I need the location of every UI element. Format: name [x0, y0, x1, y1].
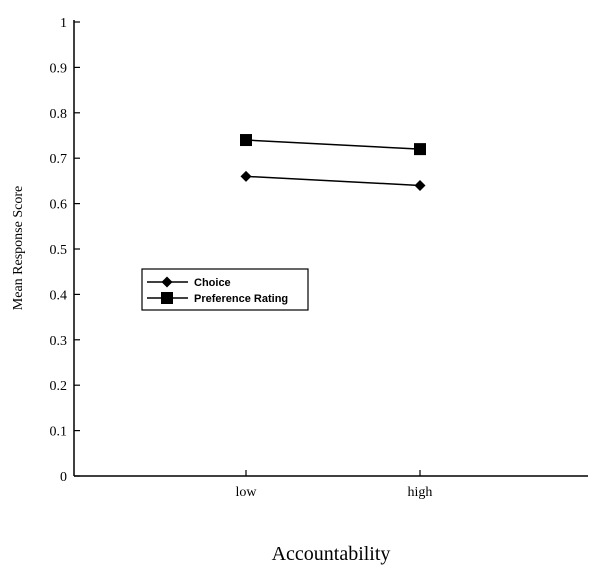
legend-item: Choice	[147, 276, 231, 289]
y-tick-label: 0.6	[50, 198, 68, 213]
series-layer	[240, 134, 426, 191]
y-tick-label: 1	[60, 16, 67, 31]
x-axis-title: Accountability	[272, 543, 391, 565]
series-diamond	[240, 170, 426, 191]
legend-marker-square	[161, 292, 173, 304]
y-tick-label: 0.8	[50, 107, 68, 122]
x-tick-label: low	[236, 485, 258, 500]
legend-marker-diamond	[161, 276, 173, 288]
data-point-square	[414, 143, 426, 156]
y-tick-label: 0.9	[50, 61, 68, 76]
y-tick-label: 0.3	[50, 334, 68, 349]
y-tick-label: 0.5	[50, 243, 68, 258]
data-point-diamond	[414, 179, 426, 191]
x-tick-label: high	[408, 485, 433, 500]
y-tick-label: 0.7	[50, 152, 68, 167]
series-line	[245, 139, 421, 150]
legend-label: Choice	[194, 277, 231, 289]
legend: Choice Preference Rating	[141, 268, 309, 311]
axes	[73, 20, 588, 477]
data-point-square	[240, 134, 252, 147]
y-tick-label: 0	[60, 470, 67, 485]
y-axis-title: Mean Response Score	[11, 186, 26, 310]
legend-item: Preference Rating	[147, 292, 288, 305]
x-ticks: low high	[236, 470, 433, 500]
y-tick-label: 0.2	[50, 379, 68, 394]
y-tick-label: 0.4	[50, 288, 68, 303]
y-ticks: 0 0.1 0.2 0.3 0.4 0.5 0.6 0.7 0.8 0.9 1	[50, 16, 80, 485]
y-tick-label: 0.1	[50, 425, 68, 440]
legend-label: Preference Rating	[194, 293, 288, 305]
series-line	[245, 175, 421, 187]
data-point-diamond	[240, 170, 252, 182]
series-square	[240, 134, 426, 156]
